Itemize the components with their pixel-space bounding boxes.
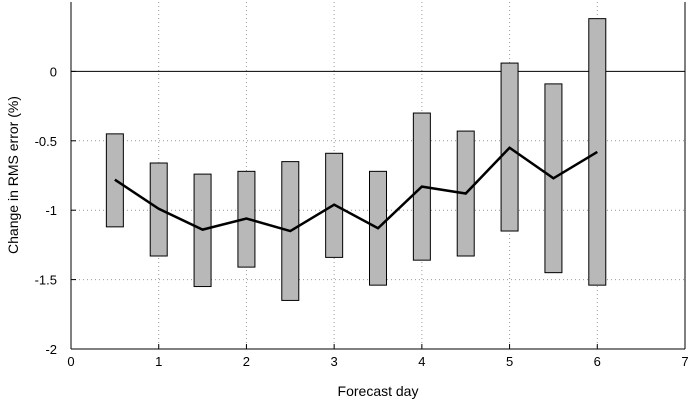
axis-ticks: 0 1 2 3 4 5 6 7 0 -0.5 -1 -1.5 -2 <box>35 64 689 369</box>
y-tick-label: -1.5 <box>35 273 57 288</box>
x-tick-label: 3 <box>331 354 338 369</box>
plot-frame <box>70 2 686 350</box>
x-tick-label: 7 <box>681 354 688 369</box>
grid <box>71 2 685 349</box>
y-tick-label: -0.5 <box>35 134 57 149</box>
x-tick-label: 2 <box>243 354 250 369</box>
y-tick-label: -1 <box>45 203 57 218</box>
x-tick-label: 4 <box>418 354 425 369</box>
x-tick-label: 0 <box>67 354 74 369</box>
x-tick-label: 1 <box>155 354 162 369</box>
mean-line <box>114 146 598 233</box>
y-tick-label: -2 <box>45 342 57 357</box>
range-bars <box>105 18 607 301</box>
mean-line-group <box>114 146 598 233</box>
x-tick-label: 6 <box>594 354 601 369</box>
y-axis-title: Change in RMS error (%) <box>5 96 21 254</box>
x-tick-label: 5 <box>506 354 513 369</box>
y-tick-label: 0 <box>50 64 57 79</box>
x-axis-title: Forecast day <box>338 383 419 399</box>
